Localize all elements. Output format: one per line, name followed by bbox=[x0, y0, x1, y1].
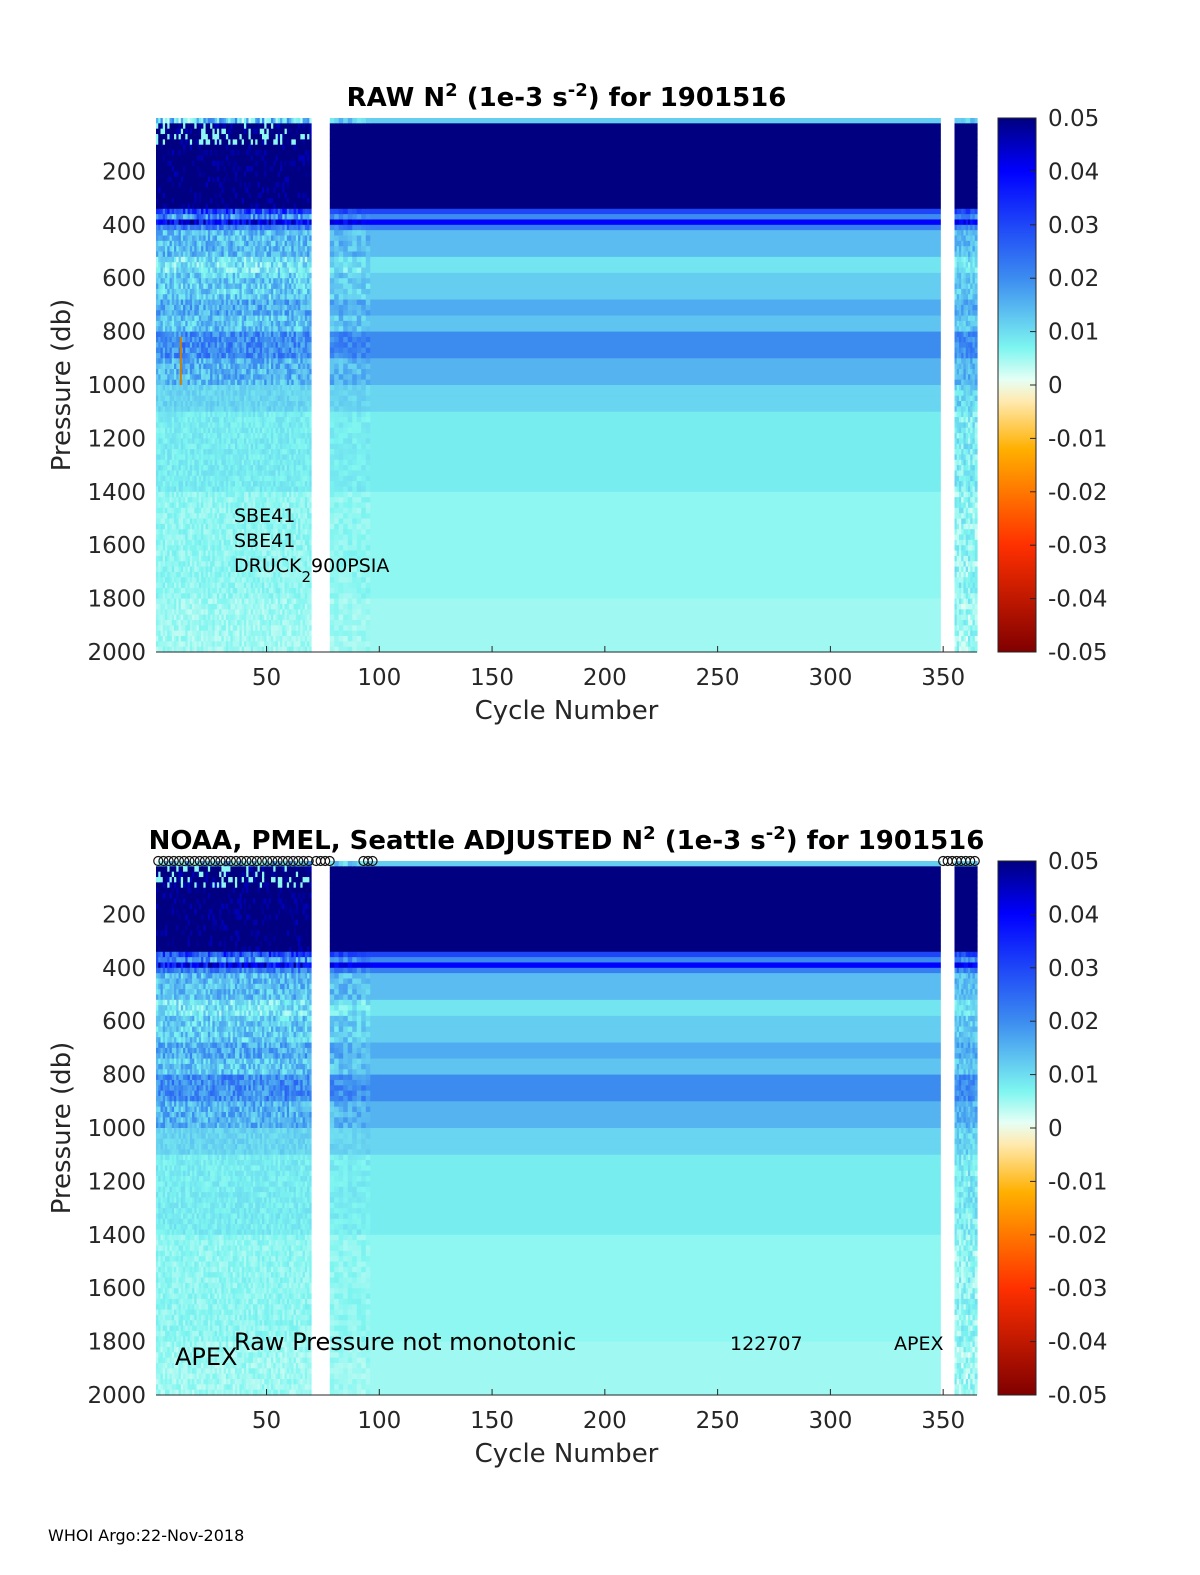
figure-canvas: RAW N2 (1e-3 s-2) for 190151650 100 150 200… bbox=[0, 0, 1200, 1575]
